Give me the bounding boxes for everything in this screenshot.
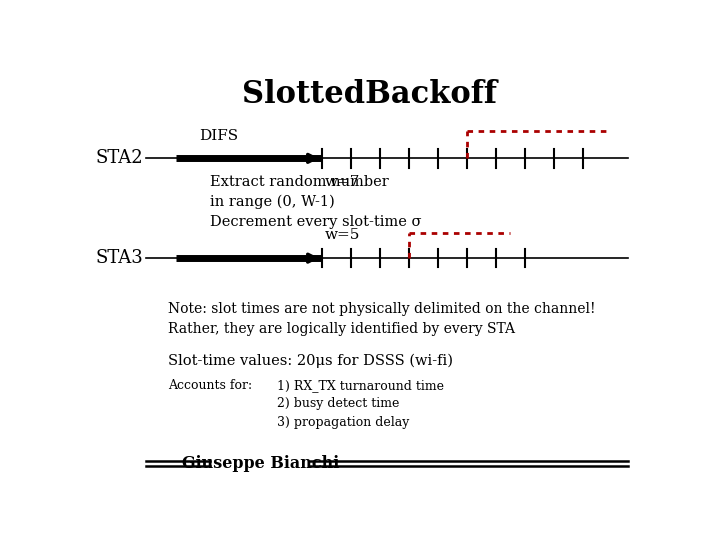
Text: w=5: w=5 (324, 228, 360, 242)
Text: SlottedBackoff: SlottedBackoff (241, 79, 497, 110)
Text: STA2: STA2 (95, 150, 143, 167)
Text: Note: slot times are not physically delimited on the channel!
Rather, they are l: Note: slot times are not physically deli… (168, 302, 595, 336)
Text: STA3: STA3 (95, 249, 143, 267)
Text: w=7: w=7 (324, 175, 360, 189)
Text: Extract random number
in range (0, W-1)
Decrement every slot-time σ: Extract random number in range (0, W-1) … (210, 174, 421, 230)
Text: DIFS: DIFS (199, 129, 238, 143)
Text: Slot-time values: 20μs for DSSS (wi-fi): Slot-time values: 20μs for DSSS (wi-fi) (168, 354, 453, 368)
Text: 1) RX_TX turnaround time
2) busy detect time
3) propagation delay: 1) RX_TX turnaround time 2) busy detect … (277, 379, 444, 429)
Text: Giuseppe Bianchi: Giuseppe Bianchi (181, 455, 339, 471)
Text: Accounts for:: Accounts for: (168, 379, 252, 392)
